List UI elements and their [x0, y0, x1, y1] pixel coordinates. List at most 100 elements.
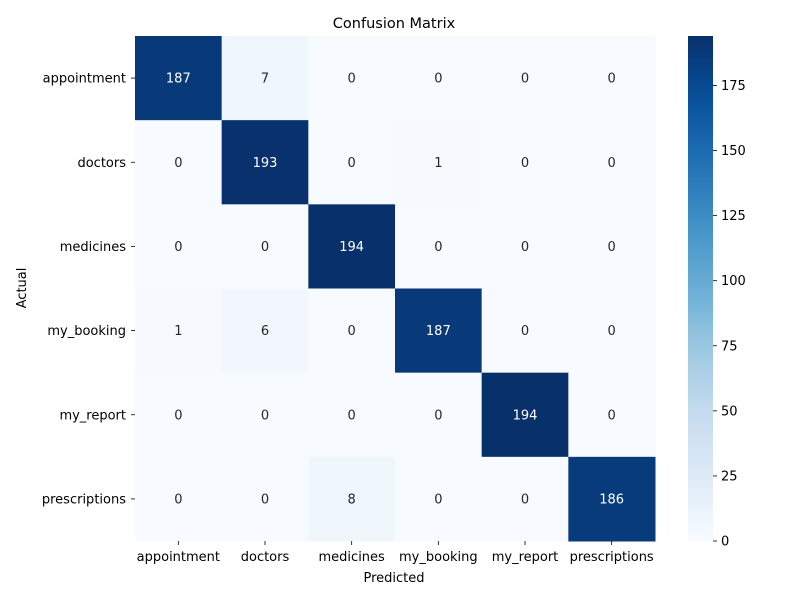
y-tick-label: my_report — [59, 408, 126, 423]
cell-value-label: 187 — [166, 72, 191, 87]
cell-value-label: 0 — [521, 492, 529, 507]
heatmap-cell — [308, 372, 396, 458]
cell-value-label: 0 — [521, 156, 529, 171]
x-tick-label: appointment — [137, 550, 220, 565]
y-tick-label: prescriptions — [42, 492, 126, 507]
colorbar-tick-label: 0 — [721, 535, 729, 550]
cell-value-label: 0 — [261, 408, 269, 423]
heatmap-cell — [395, 456, 483, 542]
colorbar-gradient — [688, 36, 713, 541]
heatmap-cell — [568, 120, 656, 205]
cell-value-label: 0 — [521, 240, 529, 255]
colorbar-tick-label: 100 — [721, 274, 746, 289]
cell-value-label: 194 — [513, 408, 538, 423]
x-tick-label: my_booking — [399, 550, 478, 565]
cell-value-label: 194 — [339, 240, 364, 255]
x-tick-label: medicines — [319, 550, 386, 565]
cell-value-label: 0 — [174, 240, 182, 255]
x-tick-label: my_report — [492, 550, 559, 565]
cell-value-label: 0 — [348, 408, 356, 423]
cell-value-label: 187 — [426, 324, 451, 339]
cell-value-label: 0 — [521, 72, 529, 87]
heatmap-cell — [481, 372, 569, 458]
cell-value-label: 0 — [174, 408, 182, 423]
heatmap-cell — [481, 36, 569, 121]
colorbar-tick-label: 125 — [721, 209, 746, 224]
cell-value-label: 0 — [521, 324, 529, 339]
cell-value-label: 0 — [348, 324, 356, 339]
y-axis: appointment doctors medicines my_booking my_… — [42, 72, 135, 507]
heatmap-cell — [135, 288, 223, 374]
x-axis: appointment doctors medicines my_booking my_… — [137, 541, 654, 565]
heatmap-cell — [135, 120, 223, 205]
colorbar-tick-label: 175 — [721, 79, 746, 94]
heatmap-cell — [481, 288, 569, 374]
cell-value-label: 0 — [608, 240, 616, 255]
cell-value-label: 1 — [174, 324, 182, 339]
cell-value-label: 0 — [261, 492, 269, 507]
chart-title: Confusion Matrix — [333, 16, 456, 32]
y-tick-label: my_booking — [47, 324, 126, 339]
cell-value-label: 0 — [434, 408, 442, 423]
cell-value-label: 0 — [261, 240, 269, 255]
heatmap-cell — [135, 204, 223, 289]
heatmap-cell — [395, 372, 483, 458]
heatmap-cell — [395, 36, 483, 121]
heatmap-cell — [308, 36, 396, 121]
heatmap-cell — [221, 288, 309, 374]
x-tick-label: prescriptions — [570, 550, 654, 565]
heatmap-cell — [221, 372, 309, 458]
colorbar: 0 25 50 75 100 125 150 175 — [688, 36, 746, 550]
cell-value-label: 0 — [608, 156, 616, 171]
cell-value-label: 8 — [348, 492, 356, 507]
heatmap-cell — [395, 120, 483, 205]
cell-value-label: 0 — [608, 72, 616, 87]
heatmap-cell — [221, 204, 309, 289]
cell-value-label: 0 — [434, 72, 442, 87]
heatmap-cell — [135, 36, 223, 121]
heatmap-cell — [481, 204, 569, 289]
colorbar-tick-label: 25 — [721, 469, 738, 484]
heatmap-cell — [221, 36, 309, 121]
heatmap-cell — [135, 372, 223, 458]
cell-value-label: 6 — [261, 324, 269, 339]
cell-value-label: 1 — [434, 156, 442, 171]
x-tick-label: doctors — [241, 550, 290, 565]
heatmap-cell — [221, 456, 309, 542]
heatmap-cell — [395, 288, 483, 374]
cell-value-label: 0 — [174, 492, 182, 507]
cell-value-label: 186 — [599, 492, 624, 507]
heatmap-cell — [568, 456, 656, 542]
colorbar-tick-label: 150 — [721, 144, 746, 159]
y-tick-label: doctors — [77, 156, 126, 171]
cell-value-label: 0 — [608, 324, 616, 339]
heatmap-cell — [308, 456, 396, 542]
cell-value-label: 0 — [608, 408, 616, 423]
heatmap-cell — [568, 288, 656, 374]
y-axis-label: Actual — [15, 268, 30, 309]
heatmap-cell — [135, 456, 223, 542]
cell-value-label: 0 — [434, 240, 442, 255]
heatmap-cell — [221, 120, 309, 205]
cell-value-label: 193 — [253, 156, 278, 171]
y-tick-label: appointment — [43, 72, 126, 87]
heatmap-cell — [308, 204, 396, 289]
heatmap-grid: 187 7 0 0 0 0 0 193 0 1 0 0 0 0 194 0 0 0 1 6 0 187 0 0 0 0 0 0 194 0… — [135, 36, 656, 542]
heatmap-cell — [308, 120, 396, 205]
cell-value-label: 0 — [434, 492, 442, 507]
cell-value-label: 0 — [174, 156, 182, 171]
x-axis-label: Predicted — [363, 571, 424, 586]
heatmap-cell — [395, 204, 483, 289]
y-tick-label: medicines — [60, 240, 127, 255]
cell-value-label: 0 — [348, 156, 356, 171]
colorbar-tick-label: 50 — [721, 404, 738, 419]
heatmap-cell — [481, 120, 569, 205]
heatmap-cell — [308, 288, 396, 374]
cell-value-label: 0 — [348, 72, 356, 87]
cell-value-label: 7 — [261, 72, 269, 87]
colorbar-tick-label: 75 — [721, 339, 738, 354]
heatmap-cell — [481, 456, 569, 542]
heatmap-cell — [568, 36, 656, 121]
heatmap-cell — [568, 204, 656, 289]
